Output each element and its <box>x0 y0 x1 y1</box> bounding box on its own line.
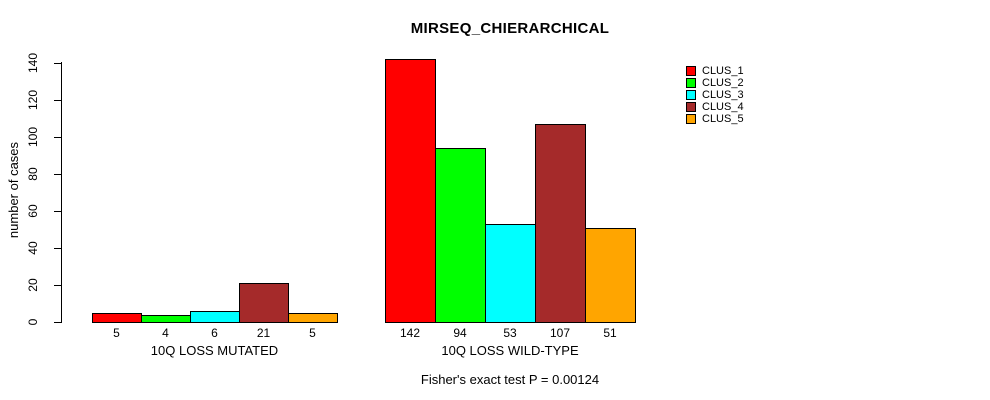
legend-color-swatch <box>686 66 696 76</box>
y-axis-tick <box>54 137 61 138</box>
y-axis-tick <box>54 63 61 64</box>
legend-item-label: CLUS_3 <box>702 89 744 101</box>
legend-color-swatch <box>686 114 696 124</box>
legend-item-clus_3: CLUS_3 <box>686 89 744 101</box>
y-axis-tick-label: 100 <box>26 126 40 148</box>
bar-clus_2-group1 <box>141 315 191 323</box>
y-axis-tick <box>54 211 61 212</box>
bar-value-label: 6 <box>211 326 218 340</box>
bar-clus_4-group2 <box>535 124 586 323</box>
y-axis-tick-label: 120 <box>26 89 40 111</box>
y-axis-tick <box>54 174 61 175</box>
y-axis-tick-label: 80 <box>26 167 40 181</box>
legend-item-label: CLUS_2 <box>702 77 744 89</box>
y-axis-tick <box>54 100 61 101</box>
y-axis-tick-label: 40 <box>26 241 40 255</box>
bar-value-label: 53 <box>503 326 517 340</box>
y-axis-tick-label: 20 <box>26 278 40 292</box>
bar-value-label: 94 <box>453 326 467 340</box>
chart-title: MIRSEQ_CHIERARCHICAL <box>410 20 610 37</box>
legend-color-swatch <box>686 90 696 100</box>
bar-value-label: 107 <box>549 326 571 340</box>
bar-clus_1-group2 <box>385 59 436 323</box>
y-axis-tick <box>54 322 61 323</box>
bar-value-label: 51 <box>603 326 617 340</box>
bar-value-label: 21 <box>256 326 271 340</box>
legend-item-clus_2: CLUS_2 <box>686 77 744 89</box>
bar-clus_1-group1 <box>92 313 142 323</box>
bar-clus_5-group2 <box>585 228 636 323</box>
legend-item-clus_5: CLUS_5 <box>686 113 744 125</box>
bar-value-label: 4 <box>162 326 169 340</box>
group-label-2: 10Q LOSS WILD-TYPE <box>441 343 579 358</box>
bar-value-label: 5 <box>113 326 120 340</box>
legend-item-clus_4: CLUS_4 <box>686 101 744 113</box>
y-axis-tick-label: 140 <box>26 52 40 74</box>
bar-clus_5-group1 <box>288 313 338 323</box>
bar-clus_3-group2 <box>485 224 536 323</box>
legend-item-label: CLUS_1 <box>702 65 744 77</box>
legend-item-label: CLUS_4 <box>702 101 744 113</box>
bar-clus_2-group2 <box>435 148 486 323</box>
bar-value-label: 5 <box>309 326 316 340</box>
y-axis-label: number of cases <box>6 141 21 239</box>
y-axis-tick-label: 60 <box>26 204 40 218</box>
bar-value-label: 142 <box>399 326 421 340</box>
legend-item-label: CLUS_5 <box>702 113 744 125</box>
y-axis-line <box>61 62 62 323</box>
y-axis-tick <box>54 248 61 249</box>
y-axis-tick <box>54 285 61 286</box>
legend-color-swatch <box>686 102 696 112</box>
group-label-1: 10Q LOSS MUTATED <box>150 343 279 358</box>
legend-item-clus_1: CLUS_1 <box>686 65 744 77</box>
bar-clus_4-group1 <box>239 283 289 323</box>
legend-color-swatch <box>686 78 696 88</box>
legend: CLUS_1 CLUS_2 CLUS_3 CLUS_4 CLUS_5 <box>686 65 744 125</box>
fisher-test-annotation: Fisher's exact test P = 0.00124 <box>420 372 600 387</box>
bar-clus_3-group1 <box>190 311 240 323</box>
y-axis-tick-label: 0 <box>26 318 40 326</box>
